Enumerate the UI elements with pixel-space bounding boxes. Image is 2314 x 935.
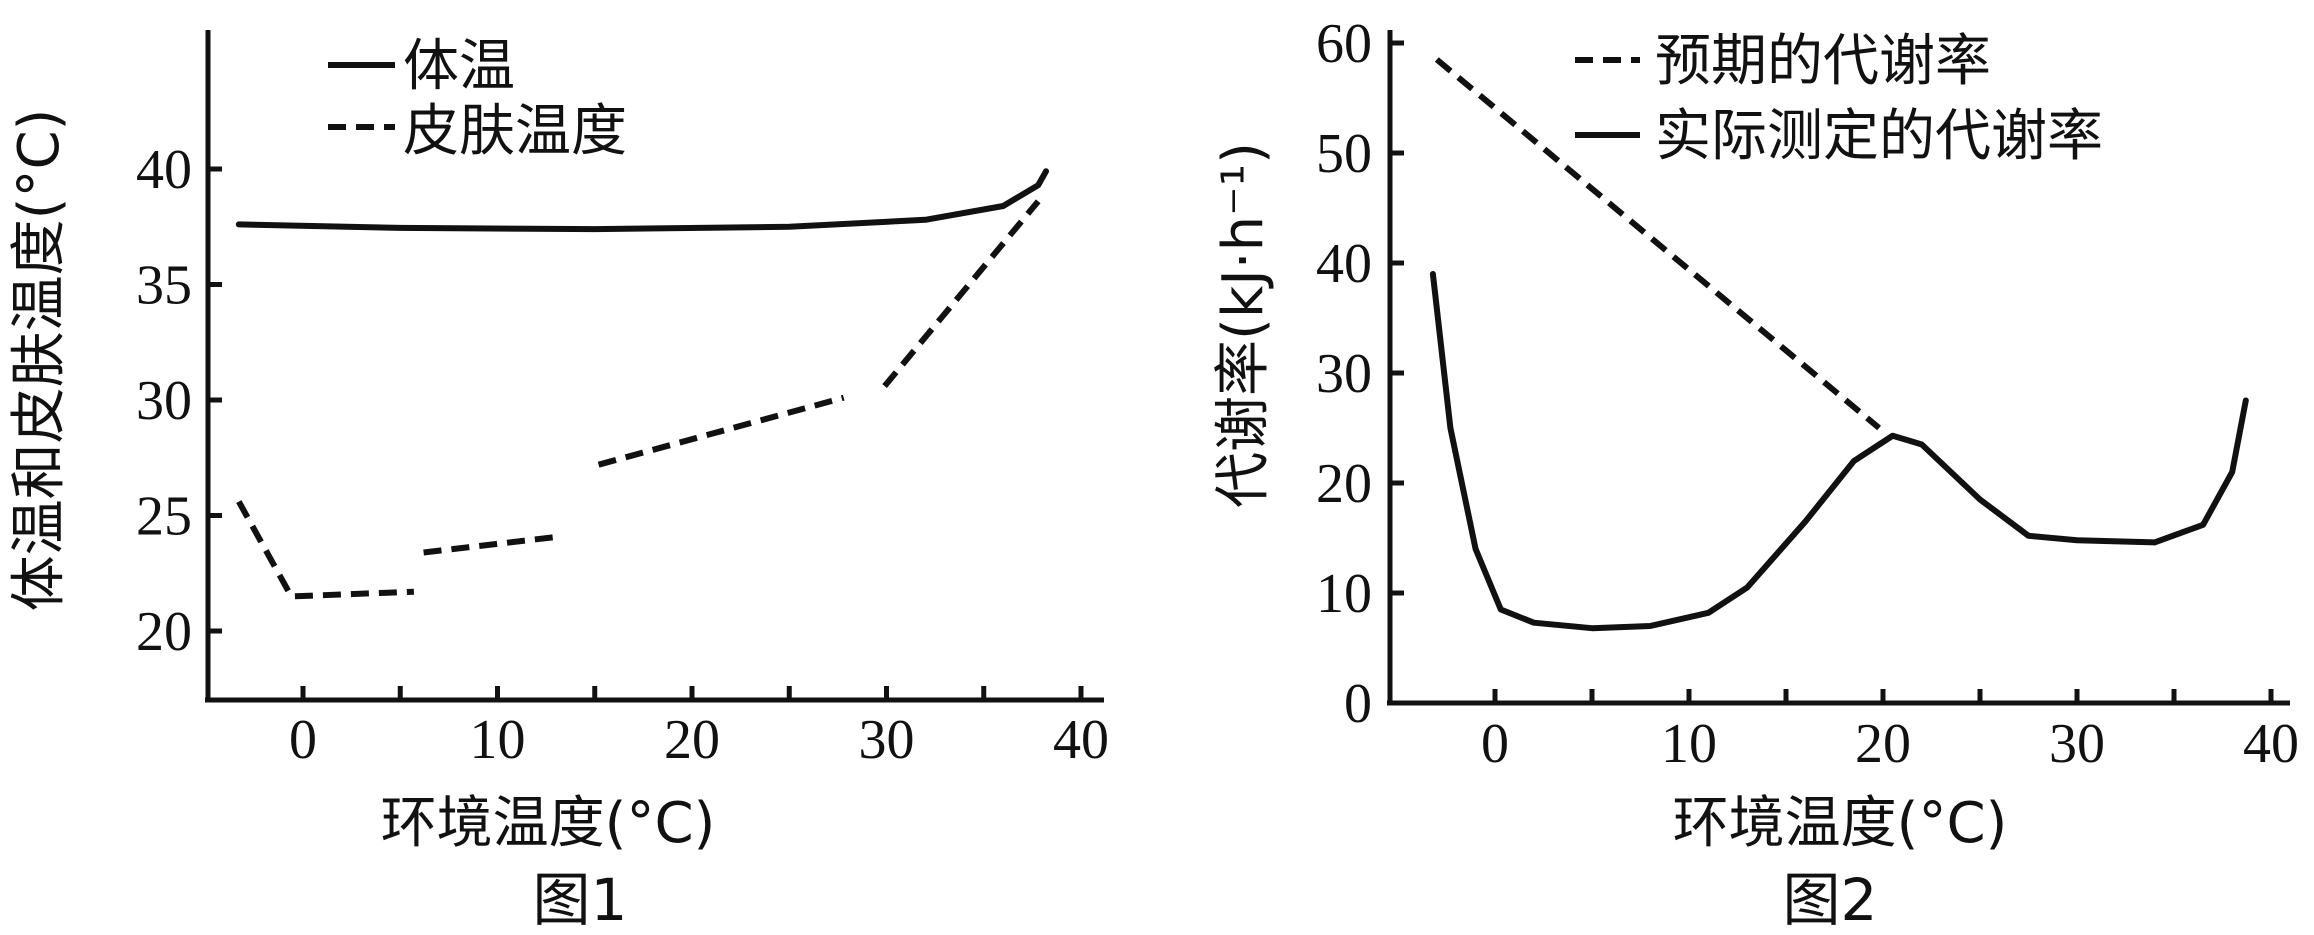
chart-1-y-tick-label: 40 [136, 139, 192, 201]
chart-2-legend-label-expected: 预期的代谢率 [1655, 29, 1991, 94]
chart-2-series [1429, 57, 2249, 632]
chart-2-y-tick-label: 0 [1344, 673, 1372, 735]
chart-2-x-tick-label: 30 [2049, 713, 2105, 775]
chart-1-x-tick-label: 20 [664, 709, 720, 771]
chart-2-y-tick-label: 30 [1316, 343, 1372, 405]
chart-1-axes [205, 30, 1104, 703]
chart-2-x-tick-label: 20 [1855, 713, 1911, 775]
chart-2-ticks: 0 10 20 30 40 0 10 20 30 40 50 60 [1316, 13, 2299, 775]
chart-1-legend-label-skin-temp: 皮肤温度 [403, 99, 627, 164]
chart-1-legend-label-body-temp: 体温 [403, 34, 515, 99]
chart-2-legend-label-measured: 实际测定的代谢率 [1655, 104, 2103, 169]
chart-1-y-tick-label: 25 [136, 486, 192, 548]
chart-1-y-tick-label: 20 [136, 601, 192, 663]
chart-1-series-0-segment-0 [235, 168, 1049, 233]
chart-2-y-tick-label: 10 [1316, 563, 1372, 625]
chart-1: 0 10 20 30 40 20 25 30 35 40 体温 皮肤温度 环境温度(°C) 体温和… [7, 30, 1109, 934]
chart-1-series-1-segment-1 [423, 533, 563, 556]
chart-2-series-0-segment-0 [1434, 57, 1882, 431]
chart-1-y-axis-label: 体温和皮肤温度(°C) [7, 109, 72, 612]
chart-2-legend: 预期的代谢率 实际测定的代谢率 [1575, 29, 2103, 169]
chart-2-x-axis-label: 环境温度(°C) [1673, 791, 2008, 856]
chart-1-x-tick-label: 30 [859, 709, 915, 771]
chart-2-y-tick-label: 20 [1316, 453, 1372, 515]
chart-1-ticks: 0 10 20 30 40 20 25 30 35 40 [136, 139, 1109, 771]
chart-1-series-1-segment-0 [236, 500, 415, 600]
chart-2-y-tick-label: 60 [1316, 13, 1372, 75]
chart-1-x-tick-label: 0 [289, 709, 317, 771]
chart-1-y-tick-label: 35 [136, 255, 192, 317]
chart-2-y-tick-label: 50 [1316, 123, 1372, 185]
chart-1-series-1-segment-3 [882, 199, 1041, 389]
chart-1-x-tick-label: 10 [470, 709, 526, 771]
chart-2-x-tick-label: 0 [1481, 713, 1509, 775]
chart-2-y-axis-label: 代谢率(kJ·h⁻¹) [1211, 142, 1276, 508]
chart-1-x-axis-label: 环境温度(°C) [381, 791, 716, 856]
chart-2-x-tick-label: 10 [1661, 713, 1717, 775]
chart-2-caption: 图2 [1783, 866, 1878, 934]
chart-1-y-tick-label: 30 [136, 370, 192, 432]
chart-2: 0 10 20 30 40 0 10 20 30 40 50 60 预期的代谢率 实际测定的代谢率 环… [1211, 13, 2299, 934]
chart-1-x-tick-label: 40 [1053, 709, 1109, 771]
chart-1-caption: 图1 [533, 866, 628, 934]
chart-2-x-tick-label: 40 [2243, 713, 2299, 775]
chart-2-y-tick-label: 40 [1316, 233, 1372, 295]
chart-1-series [235, 168, 1049, 600]
chart-2-series-1-segment-0 [1429, 271, 2249, 632]
chart-1-legend: 体温 皮肤温度 [328, 34, 627, 164]
chart-1-series-1-segment-2 [597, 394, 845, 468]
